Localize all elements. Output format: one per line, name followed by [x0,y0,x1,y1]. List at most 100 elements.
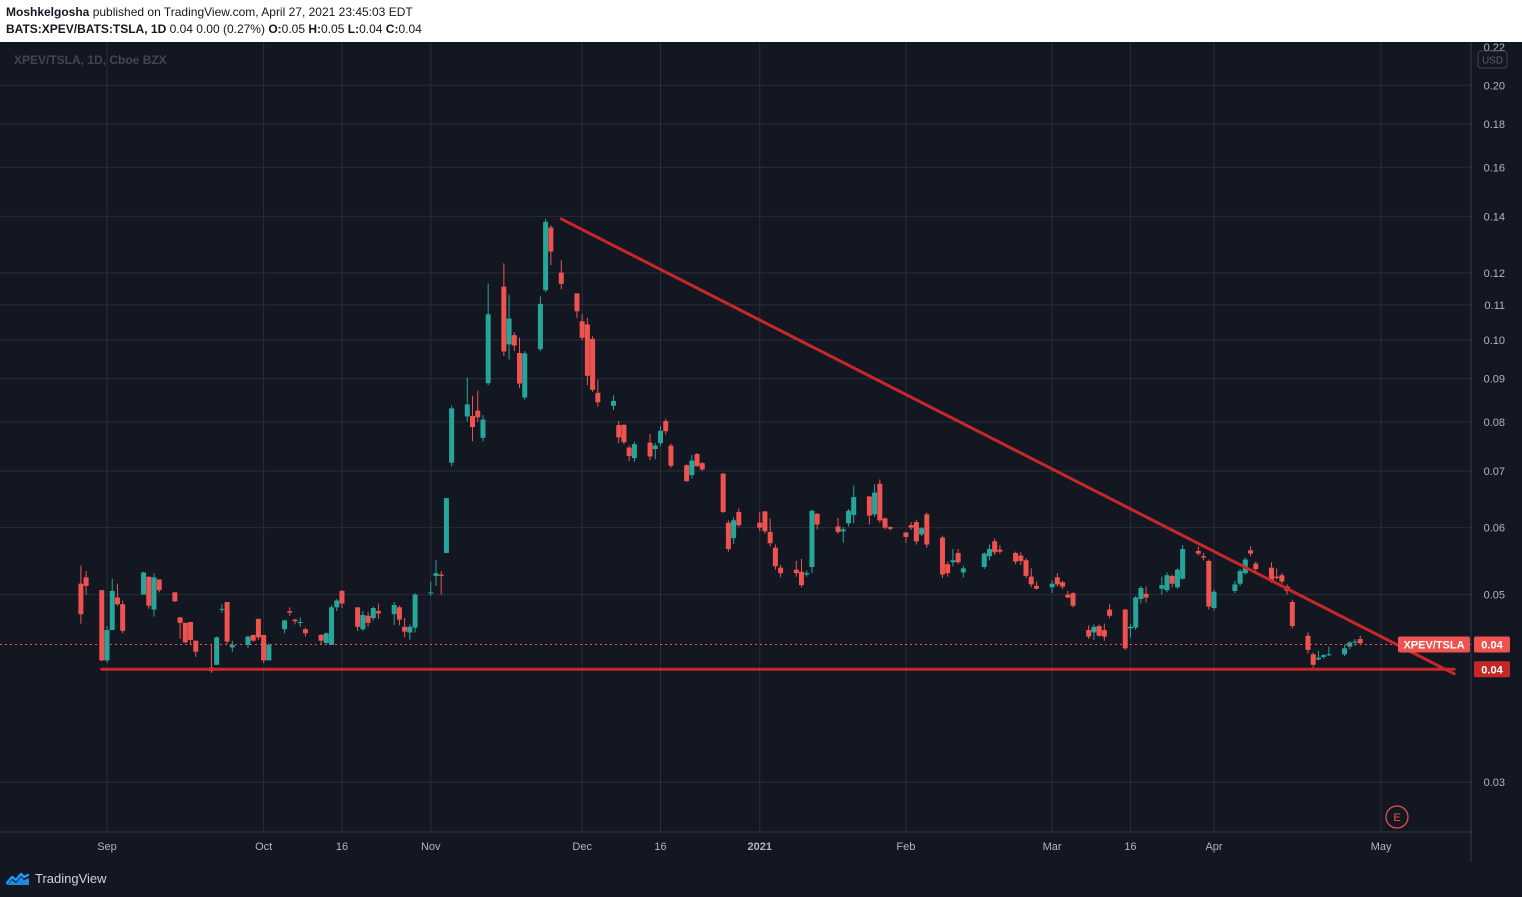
candle-down [767,518,773,547]
candle-body [266,644,272,661]
candle-body [997,549,1003,552]
y-tick-label: 0.05 [1484,590,1505,602]
candle-down [908,522,914,531]
candle-down [224,601,230,645]
quote-change: 0.04 0.00 (0.27%) [169,22,265,36]
candle-body [1268,567,1274,581]
candle-body [1028,576,1034,585]
candle-up [297,617,303,627]
y-tick-label: 0.07 [1484,466,1505,478]
candle-down [188,622,194,645]
candle-down [1033,581,1039,590]
candle-body [590,338,596,390]
candle-body [1248,550,1254,554]
y-tick-label: 0.09 [1484,374,1505,386]
candle-down [1028,568,1034,588]
descending-resistance-line[interactable] [559,217,1456,676]
candle-down [579,314,585,341]
y-tick-label: 0.03 [1484,777,1505,789]
candle-down [120,600,126,634]
candle-body [511,335,517,346]
candle-up [443,498,449,553]
candle-body [647,442,653,457]
trendlines[interactable] [100,217,1456,676]
open-value: 0.05 [281,22,306,36]
candle-body [1232,584,1238,591]
candlestick-chart[interactable]: 0.20 0.18 0.16 0.14 0.12 0.11 0.10 0.09 0.08 0.07… [0,42,1522,862]
candle-body [323,633,329,644]
candle-body [689,460,695,476]
candle-body [1279,575,1285,582]
candle-down [78,565,84,624]
candle-body [652,445,658,450]
candle-down [1122,608,1128,650]
candle-down [1169,574,1175,588]
candle-down [997,545,1003,554]
candle-up [919,526,925,537]
candle-body [658,430,663,444]
tradingview-brand[interactable]: TradingView [6,871,107,886]
earnings-marker[interactable]: E [1385,805,1409,829]
ohlc-line: BATS:XPEV/BATS:TSLA, 1D 0.04 0.00 (0.27%… [6,22,422,36]
candle-body [1033,585,1039,589]
candle-up [433,560,439,586]
last-price-symbol-bg [1398,636,1470,653]
candle-down [1201,552,1207,561]
chart-title: XPEV/TSLA, 1D, Cboe BZX [14,53,167,67]
candle-down [355,607,361,631]
candle-down [339,590,345,609]
candle-body [302,629,308,634]
candle-down [114,583,120,606]
candle-body [845,510,851,524]
candle-down [866,495,872,525]
candle-body [1305,635,1311,650]
candle-body [558,272,564,284]
last-price-symbol: XPEV/TSLA [1403,639,1464,651]
candle-down [1101,623,1107,641]
candle-body [1321,655,1327,657]
candle-body [694,454,700,467]
candle-up [449,405,455,467]
high-label: H: [308,22,322,36]
candle-body [1143,593,1149,598]
candle-body [731,520,737,539]
candle-body [506,318,512,345]
candle-up [485,283,491,386]
candle-up [809,509,815,574]
candle-down [172,592,178,602]
candle-body [960,568,966,573]
price-scale-bg[interactable] [1471,42,1522,862]
candle-up [391,601,397,626]
candle-down [475,390,481,422]
author-name[interactable]: Moshkelgosha [6,5,90,19]
candle-down [261,634,267,664]
candle-down [757,512,763,532]
candle-down [584,317,590,386]
candle-body [485,314,491,384]
candle-body [1086,630,1092,637]
candle-up [1321,654,1327,659]
y-tick-label: 0.18 [1484,119,1505,131]
candle-down [1310,652,1316,668]
vertical-grid [106,42,1382,832]
candle-body [151,577,157,610]
chart-area[interactable]: 0.20 0.18 0.16 0.14 0.12 0.11 0.10 0.09 0.08 0.07… [0,42,1522,862]
candle-body [396,607,402,620]
published-text: published on TradingView.com, April 27, … [92,5,413,19]
candle-down [548,225,554,266]
x-tick-label: Sep [97,841,117,853]
candle-body [1049,583,1055,588]
candle-body [798,571,804,586]
currency-badge[interactable]: USD [1477,50,1508,69]
candle-down [924,512,930,548]
candle-down [1289,599,1295,629]
x-tick-label: May [1371,841,1392,853]
candle-down [287,607,293,616]
candle-up [370,606,376,621]
x-tick-label: Dec [572,841,592,853]
candle-body [292,619,298,622]
candle-up [631,441,637,462]
candle-body [329,607,335,645]
candle-body [919,528,925,535]
candle-up [804,570,810,577]
